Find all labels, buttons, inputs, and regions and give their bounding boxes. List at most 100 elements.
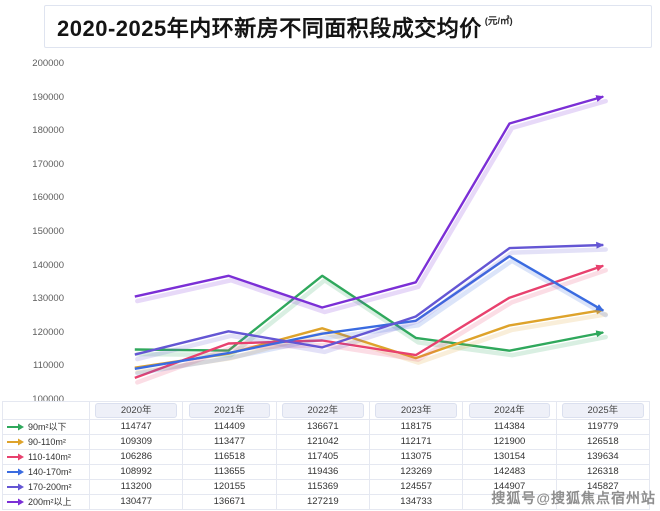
y-tick-label: 200000 — [32, 58, 64, 69]
value-cell: 113655 — [182, 464, 277, 480]
value-cell: 112171 — [368, 434, 464, 450]
value-cell: 139634 — [555, 449, 651, 465]
value-cell: 126518 — [555, 434, 651, 450]
year-header-cell: 2022年 — [275, 401, 370, 420]
y-tick-label: 190000 — [32, 91, 64, 103]
watermark: 搜狐号@搜狐焦点宿州站 — [491, 490, 656, 506]
value-cell: 118175 — [368, 419, 464, 435]
year-header-cell: 2023年 — [368, 401, 464, 420]
chart-line-shadow — [135, 278, 608, 358]
series-row: 200m²以上 130477 136671 127219 134733 — [2, 494, 651, 510]
value-cell: 113200 — [88, 479, 184, 495]
value-cell: 134733 — [368, 494, 464, 510]
series-row: 90m²以下 114747 114409 136671 118175 114384 1197… — [2, 419, 651, 435]
series-label-cell: 140-170m² — [2, 464, 90, 480]
y-tick-label: 130000 — [32, 293, 64, 305]
y-tick-label: 140000 — [32, 259, 64, 271]
series-label-cell: 110-140m² — [2, 449, 90, 465]
series-label-cell: 170-200m² — [2, 479, 90, 495]
value-cell: 126318 — [555, 464, 651, 480]
title-box: 2020-2025年内环新房不同面积段成交均价 (元/㎡) — [44, 5, 652, 48]
value-cell: 120155 — [182, 479, 277, 495]
value-cell: 119779 — [555, 419, 651, 435]
value-cell — [555, 494, 651, 510]
table-header-row: 2020年 2021年 2022年 2023年 2024年 2025年 — [2, 401, 651, 420]
series-label: 90-110m² — [28, 437, 66, 447]
y-tick-label: 100000 — [32, 394, 64, 405]
value-cell: 106286 — [88, 449, 184, 465]
year-label: 2023年 — [375, 403, 457, 418]
chart-line-shadow — [135, 312, 608, 375]
value-cell: 142483 — [462, 464, 557, 480]
y-axis: 200000 190000 180000 170000 160000 150000 1400… — [0, 0, 66, 511]
series-arrow-icon — [7, 498, 24, 506]
year-label: 2020年 — [95, 403, 177, 418]
table-body: 90m²以下 114747 114409 136671 118175 114384 1197… — [2, 419, 651, 510]
chart-line — [134, 255, 605, 370]
value-cell: 113477 — [182, 434, 277, 450]
year-label: 2021年 — [188, 403, 271, 418]
y-tick-label: 180000 — [32, 125, 64, 137]
series-label: 110-140m² — [28, 452, 71, 462]
year-header-cell: 2020年 — [88, 401, 184, 420]
series-arrow-icon — [7, 483, 24, 491]
year-header-cell: 2025年 — [555, 401, 651, 420]
value-cell: 124557 — [368, 479, 464, 495]
value-cell: 136671 — [275, 419, 370, 435]
year-label: 2022年 — [282, 403, 364, 418]
chart-line-shadow — [135, 268, 608, 385]
series-label: 90m²以下 — [28, 422, 67, 432]
value-cell: 130154 — [462, 449, 557, 465]
chart-line — [134, 95, 605, 309]
value-cell: 136671 — [182, 494, 277, 510]
value-cell: 114384 — [462, 419, 557, 435]
series-row: 90-110m² 109309 113477 121042 112171 121900 12… — [2, 434, 651, 450]
chart-line-shadow — [135, 258, 608, 376]
chart-line — [134, 274, 605, 352]
chart-line-shadow — [135, 98, 608, 315]
value-cell: 109309 — [88, 434, 184, 450]
value-cell: 114409 — [182, 419, 277, 435]
legend-header-cell — [2, 401, 90, 420]
series-label: 140-170m² — [28, 467, 72, 477]
value-cell: 115369 — [275, 479, 370, 495]
y-tick-label: 110000 — [33, 360, 64, 372]
value-cell: 121042 — [275, 434, 370, 450]
series-arrow-icon — [7, 468, 24, 476]
series-label-cell: 200m²以上 — [2, 494, 90, 510]
series-arrow-icon — [7, 423, 24, 431]
series-label: 200m²以上 — [28, 497, 72, 507]
series-label-cell: 90m²以下 — [2, 419, 90, 435]
value-cell: 117405 — [275, 449, 370, 465]
chart-line — [134, 307, 605, 369]
data-table: 2020年 2021年 2022年 2023年 2024年 2025年 90m²以下 114… — [2, 401, 651, 510]
value-cell: 114747 — [88, 419, 184, 435]
value-cell: 116518 — [182, 449, 277, 465]
y-tick-label: 150000 — [32, 226, 64, 237]
series-row: 170-200m² 113200 120155 115369 124557 144907 1… — [2, 479, 651, 495]
series-row: 140-170m² 108992 113655 119436 123269 142483 1… — [2, 464, 651, 480]
value-cell: 113075 — [368, 449, 464, 465]
year-header-cell: 2024年 — [462, 401, 557, 420]
series-row: 110-140m² 106286 116518 117405 113075 130154 1… — [2, 449, 651, 465]
series-label-cell: 90-110m² — [2, 434, 90, 450]
value-cell: 123269 — [368, 464, 464, 480]
chart-line-shadow — [135, 247, 608, 362]
series-label: 170-200m² — [28, 482, 72, 492]
value-cell: 119436 — [275, 464, 370, 480]
value-cell: 127219 — [275, 494, 370, 510]
year-label: 2025年 — [562, 403, 644, 418]
series-arrow-icon — [7, 438, 24, 446]
year-header-cell: 2021年 — [182, 401, 277, 420]
y-tick-label: 170000 — [32, 158, 64, 170]
value-cell: 121900 — [462, 434, 557, 450]
page-title: 2020-2025年内环新房不同面积段成交均价 — [57, 15, 482, 41]
chart-line — [134, 264, 605, 380]
chart-line — [134, 241, 605, 356]
y-tick-label: 160000 — [32, 192, 64, 204]
year-label: 2024年 — [468, 403, 551, 418]
value-cell: 108992 — [88, 464, 184, 480]
unit-label: (元/㎡) — [484, 16, 513, 27]
value-cell: 130477 — [88, 494, 184, 510]
